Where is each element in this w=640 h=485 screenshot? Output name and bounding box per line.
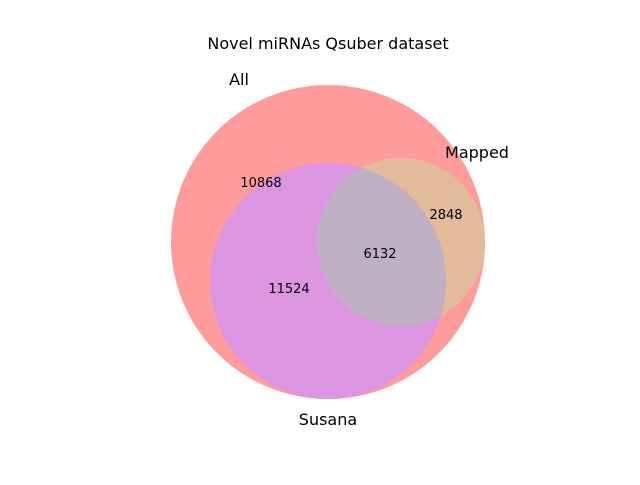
region-label-all-susana: 11524 [268,282,309,297]
set-mapped-susana-overlap [317,163,446,326]
set-label-susana: Susana [299,410,357,429]
region-label-all-mapped-susana: 6132 [363,247,396,262]
region-label-all-only: 10868 [240,176,281,191]
set-label-all: All [229,70,249,89]
set-label-mapped: Mapped [445,143,509,162]
region-label-all-mapped: 2848 [429,208,462,223]
diagram-title: Novel miRNAs Qsuber dataset [207,34,448,53]
